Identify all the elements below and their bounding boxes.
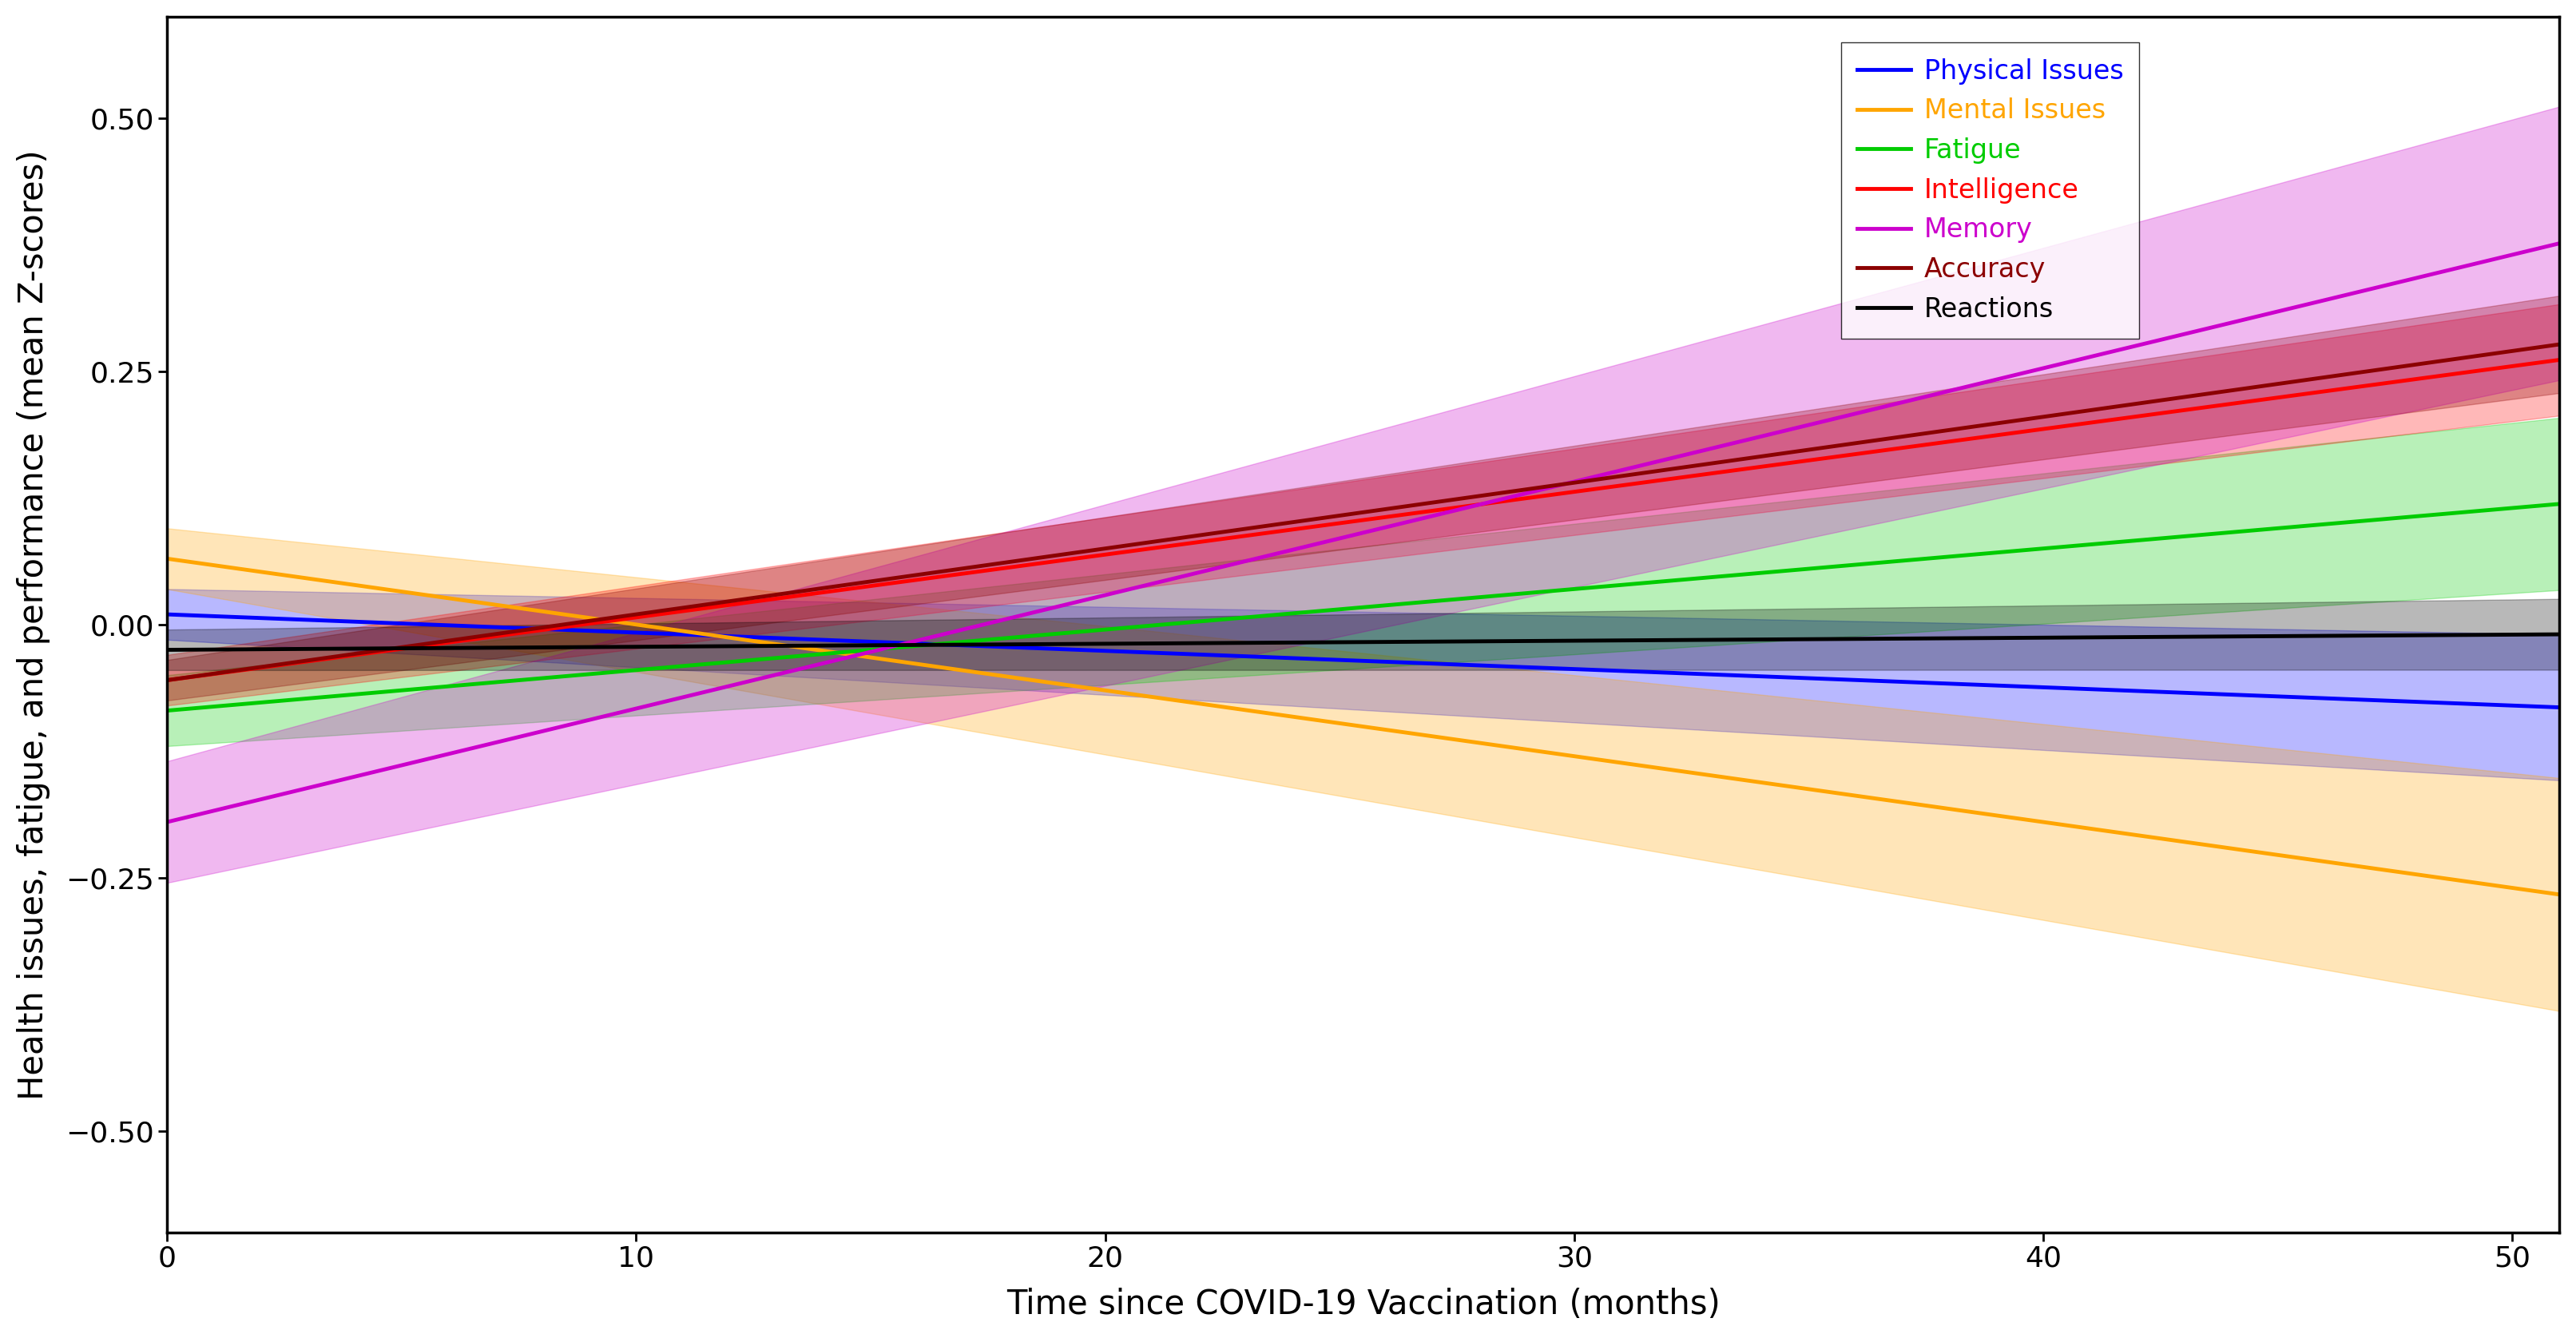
- X-axis label: Time since COVID-19 Vaccination (months): Time since COVID-19 Vaccination (months): [1007, 1287, 1721, 1322]
- Legend: Physical Issues, Mental Issues, Fatigue, Intelligence, Memory, Accuracy, Reactio: Physical Issues, Mental Issues, Fatigue,…: [1842, 41, 2138, 339]
- Y-axis label: Health issues, fatigue, and performance (mean Z-scores): Health issues, fatigue, and performance …: [15, 150, 49, 1100]
